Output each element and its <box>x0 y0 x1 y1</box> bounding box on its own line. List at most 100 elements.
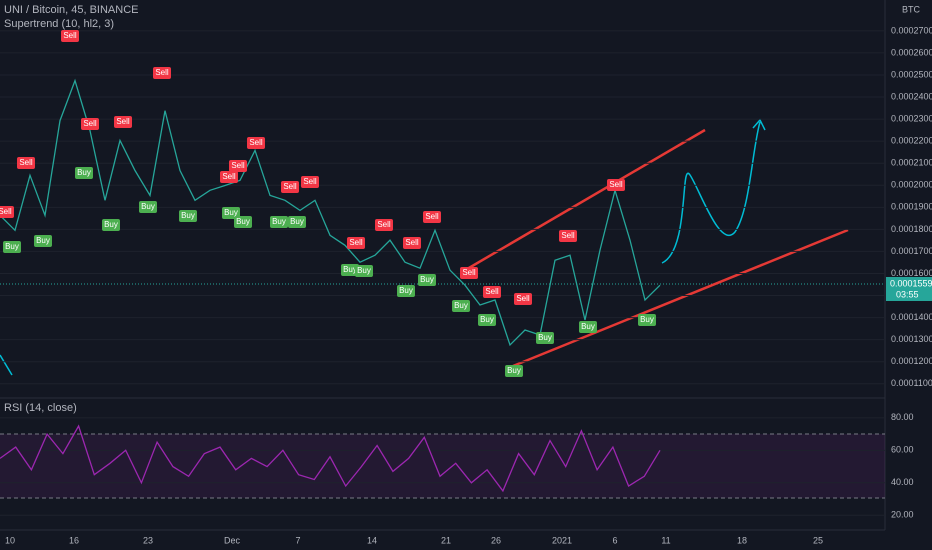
signal-label: Sell <box>19 158 33 167</box>
x-tick-label: 14 <box>367 535 377 545</box>
countdown: 03:55 <box>896 289 919 299</box>
signal-badge <box>220 171 238 183</box>
x-tick-label: 11 <box>661 535 670 545</box>
x-tick-label: 18 <box>737 535 747 545</box>
signal-label: Buy <box>36 236 50 245</box>
signal-badge <box>452 300 470 312</box>
signal-label: Buy <box>581 322 595 331</box>
signal-label: Sell <box>516 294 530 303</box>
y-tick-label: 0.00027000 <box>891 25 932 35</box>
currency: BTC <box>902 4 921 14</box>
signal-badge <box>607 179 625 191</box>
signal-badge <box>579 321 597 333</box>
signal-label: Buy <box>181 211 195 220</box>
signal-badge <box>0 206 14 218</box>
signal-label: Buy <box>141 202 155 211</box>
signal-label: Buy <box>5 242 19 251</box>
signal-badge <box>179 210 197 222</box>
trend-line-upper <box>461 128 706 274</box>
signal-label: Buy <box>104 220 118 229</box>
signal-badge <box>536 332 554 344</box>
price-line <box>0 78 661 347</box>
signal-label: Buy <box>236 217 250 226</box>
signal-label: Buy <box>420 275 434 284</box>
rsi-line <box>0 424 661 493</box>
signal-label: Sell <box>609 180 623 189</box>
rsi-title: RSI (14, close) <box>4 402 77 414</box>
signal-badge <box>423 211 441 223</box>
symbol-title: UNI / Bitcoin, 45, BINANCE <box>4 4 139 16</box>
y-tick-label: 80.00 <box>891 412 914 422</box>
signal-badge <box>34 235 52 247</box>
signal-label: Sell <box>405 238 419 247</box>
signal-label: Sell <box>303 177 317 186</box>
signal-label: Buy <box>454 301 468 310</box>
signal-badge <box>355 265 373 277</box>
x-tick-label: 2021 <box>552 535 572 545</box>
signal-badge <box>114 116 132 128</box>
x-tick-label: 10 <box>5 535 15 545</box>
trend-line-lower <box>512 228 849 368</box>
signal-badge <box>229 160 247 172</box>
projection-fragment <box>0 354 13 376</box>
signal-badge <box>234 216 252 228</box>
signal-badge <box>281 181 299 193</box>
signal-label: Sell <box>249 138 263 147</box>
y-tick-label: 40.00 <box>891 477 914 487</box>
signal-badge <box>222 207 240 219</box>
signal-badge <box>17 157 35 169</box>
signal-label: Buy <box>480 315 494 324</box>
signal-badge <box>483 286 501 298</box>
x-tick-label: 7 <box>295 535 300 545</box>
signal-badge <box>139 201 157 213</box>
signal-label: Sell <box>425 212 439 221</box>
signal-label: Sell <box>377 220 391 229</box>
signal-badge <box>288 216 306 228</box>
arrow-head <box>752 118 766 131</box>
signal-badge <box>403 237 421 249</box>
signal-label: Sell <box>231 161 245 170</box>
signal-label: Sell <box>155 68 169 77</box>
signal-label: Sell <box>222 172 236 181</box>
last-price: 0.00015594 <box>890 278 932 288</box>
signal-badge <box>460 267 478 279</box>
signal-label: Sell <box>462 268 476 277</box>
signal-label: Sell <box>349 238 363 247</box>
x-tick-label: 23 <box>143 535 153 545</box>
signal-badge <box>3 241 21 253</box>
signal-label: Sell <box>0 207 12 216</box>
signal-badge <box>478 314 496 326</box>
signal-label: Buy <box>290 217 304 226</box>
signal-label: Buy <box>399 286 413 295</box>
x-tick-label: 6 <box>612 535 617 545</box>
last-price-box <box>886 277 932 301</box>
signal-badge <box>301 176 319 188</box>
signal-badge <box>559 230 577 242</box>
signal-badge <box>61 30 79 42</box>
signal-badge <box>514 293 532 305</box>
signal-badge <box>418 274 436 286</box>
signal-label: Buy <box>272 217 286 226</box>
x-tick-label: 16 <box>69 535 79 545</box>
signal-label: Buy <box>224 208 238 217</box>
x-tick-label: 21 <box>441 535 451 545</box>
x-tick-label: 26 <box>491 535 501 545</box>
signal-label: Sell <box>283 182 297 191</box>
signal-badge <box>75 167 93 179</box>
signal-badge <box>341 264 359 276</box>
signal-label: Sell <box>83 119 97 128</box>
